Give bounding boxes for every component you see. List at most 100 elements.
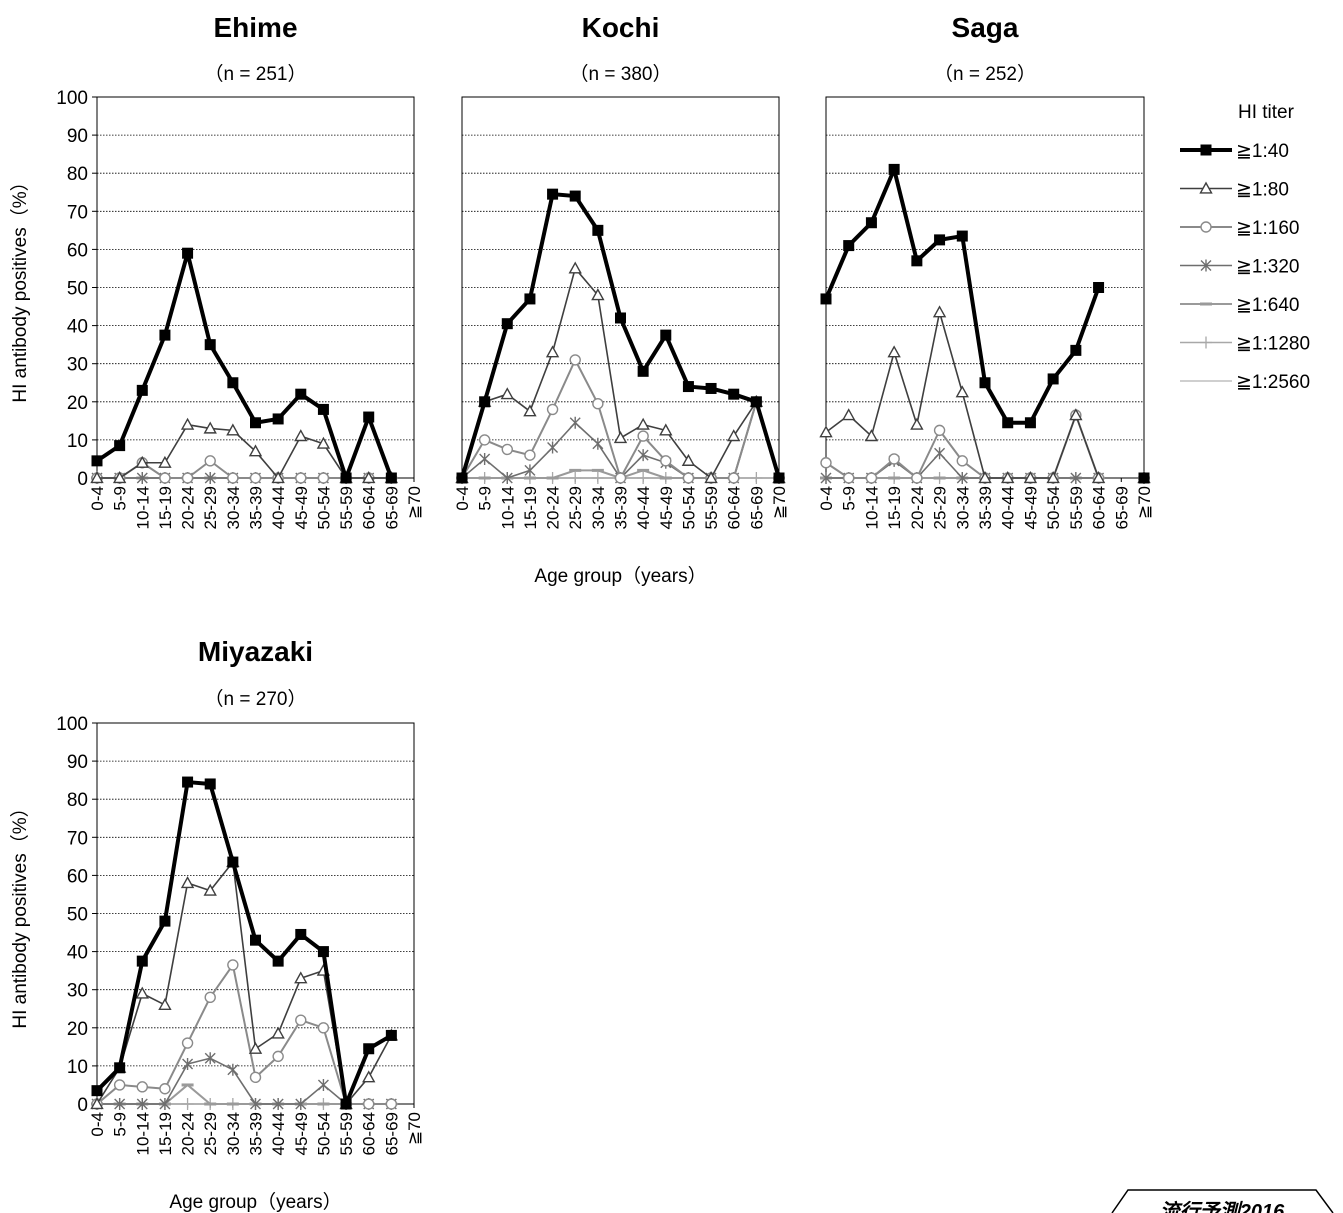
x-tick-label: 5-9 bbox=[111, 486, 130, 511]
x-tick-label: 50-54 bbox=[314, 486, 333, 529]
data-point bbox=[340, 1098, 352, 1110]
x-tick-label: 40-44 bbox=[269, 486, 288, 529]
panel-ehime: Ehime （n = 251） 0 10 20 30 40 50 60 70 80 90 100 HI a… bbox=[9, 12, 424, 529]
data-point bbox=[681, 453, 696, 466]
x-tick-label: 45-49 bbox=[657, 486, 676, 529]
data-point bbox=[547, 441, 559, 454]
legend-title: HI titer bbox=[1238, 102, 1295, 123]
data-point bbox=[226, 423, 240, 436]
x-tick-label: 65-69 bbox=[382, 1112, 401, 1155]
data-point bbox=[773, 472, 785, 484]
x-tick-label: 0-4 bbox=[88, 1112, 107, 1137]
data-point bbox=[637, 365, 649, 377]
x-tick-label: 45-49 bbox=[292, 486, 311, 529]
data-point bbox=[637, 472, 650, 484]
data-point bbox=[592, 437, 604, 450]
stamp-border bbox=[1111, 1189, 1334, 1213]
x-tick-label: 35-39 bbox=[247, 1112, 266, 1155]
data-point bbox=[158, 455, 172, 468]
x-tick-label: 65-69 bbox=[1112, 486, 1131, 529]
x-tick-label: 30-34 bbox=[224, 1112, 243, 1155]
data-point bbox=[182, 776, 194, 788]
data-point bbox=[385, 1029, 397, 1041]
y-tick-label: 80 bbox=[67, 790, 88, 811]
x-tick-label: 20-24 bbox=[179, 486, 198, 529]
x-tick-label: 35-39 bbox=[976, 486, 995, 529]
data-point bbox=[1024, 417, 1036, 429]
data-point bbox=[159, 1083, 171, 1095]
data-point bbox=[385, 1098, 398, 1110]
x-tick-label: 10-14 bbox=[862, 486, 881, 529]
legend-entry: ≧1:320 bbox=[1180, 257, 1299, 278]
data-point bbox=[317, 1078, 329, 1091]
data-point bbox=[750, 396, 762, 408]
y-axis-label: HI antibody positives（%） bbox=[9, 172, 31, 402]
data-point bbox=[820, 293, 832, 305]
data-point bbox=[888, 163, 900, 175]
data-point bbox=[227, 1063, 239, 1076]
x-tick-label: ≧70 bbox=[770, 486, 789, 519]
data-point bbox=[660, 329, 672, 341]
data-point bbox=[523, 404, 537, 417]
data-point bbox=[113, 1079, 126, 1091]
y-tick-label: 100 bbox=[56, 88, 88, 109]
data-point bbox=[136, 955, 148, 967]
x-tick-label: 0-4 bbox=[817, 486, 836, 511]
x-tick-label: 60-64 bbox=[725, 486, 744, 529]
data-point bbox=[294, 971, 308, 984]
data-point bbox=[659, 476, 672, 480]
x-tick-label: 50-54 bbox=[314, 1112, 333, 1155]
data-point bbox=[660, 455, 672, 467]
x-tick-label: 15-19 bbox=[521, 486, 540, 529]
data-point bbox=[1046, 471, 1060, 484]
data-point bbox=[363, 1043, 375, 1055]
x-tick-label: 25-29 bbox=[931, 486, 950, 529]
data-point bbox=[637, 468, 650, 472]
data-point bbox=[682, 472, 695, 484]
data-point bbox=[112, 471, 127, 484]
data-point bbox=[272, 1098, 284, 1110]
series-2 bbox=[456, 354, 785, 484]
data-point bbox=[479, 396, 491, 408]
data-point bbox=[979, 377, 991, 389]
legend-entry: ≧1:40 bbox=[1180, 141, 1289, 162]
x-tick-label: 25-29 bbox=[201, 1112, 220, 1155]
data-point bbox=[295, 472, 307, 484]
data-point bbox=[545, 345, 560, 358]
y-tick-label: 10 bbox=[67, 431, 88, 452]
data-point bbox=[136, 384, 148, 396]
x-axis-label: Age group（years） bbox=[534, 565, 706, 587]
data-point bbox=[568, 261, 582, 274]
data-point bbox=[636, 417, 650, 430]
legend-label: ≧1:160 bbox=[1236, 218, 1299, 239]
data-point bbox=[114, 440, 126, 452]
data-point bbox=[501, 472, 513, 484]
data-point bbox=[180, 876, 195, 889]
data-point bbox=[911, 255, 923, 267]
y-tick-label: 100 bbox=[56, 714, 88, 735]
data-point bbox=[204, 991, 216, 1004]
data-point bbox=[933, 476, 946, 480]
legend-entry: ≧1:80 bbox=[1180, 180, 1289, 201]
data-point bbox=[204, 455, 216, 467]
data-point bbox=[524, 464, 536, 477]
x-tick-label: 40-44 bbox=[634, 486, 653, 529]
y-tick-label: 80 bbox=[67, 164, 88, 185]
data-point bbox=[911, 472, 923, 484]
y-tick-label: 20 bbox=[67, 393, 88, 414]
x-tick-label: 20-24 bbox=[179, 1112, 198, 1155]
x-tick-label: 55-59 bbox=[702, 486, 721, 529]
data-point bbox=[569, 416, 581, 429]
data-point bbox=[180, 417, 195, 430]
data-point bbox=[819, 425, 833, 438]
data-point bbox=[500, 387, 514, 400]
y-tick-label: 10 bbox=[67, 1057, 88, 1078]
legend-label: ≧1:40 bbox=[1236, 141, 1289, 162]
data-point bbox=[317, 1022, 330, 1034]
data-point bbox=[524, 293, 536, 305]
legend-label: ≧1:640 bbox=[1236, 295, 1299, 316]
data-point bbox=[271, 471, 285, 484]
x-tick-label: 45-49 bbox=[292, 1112, 311, 1155]
data-point bbox=[546, 476, 559, 480]
data-point bbox=[250, 934, 261, 946]
